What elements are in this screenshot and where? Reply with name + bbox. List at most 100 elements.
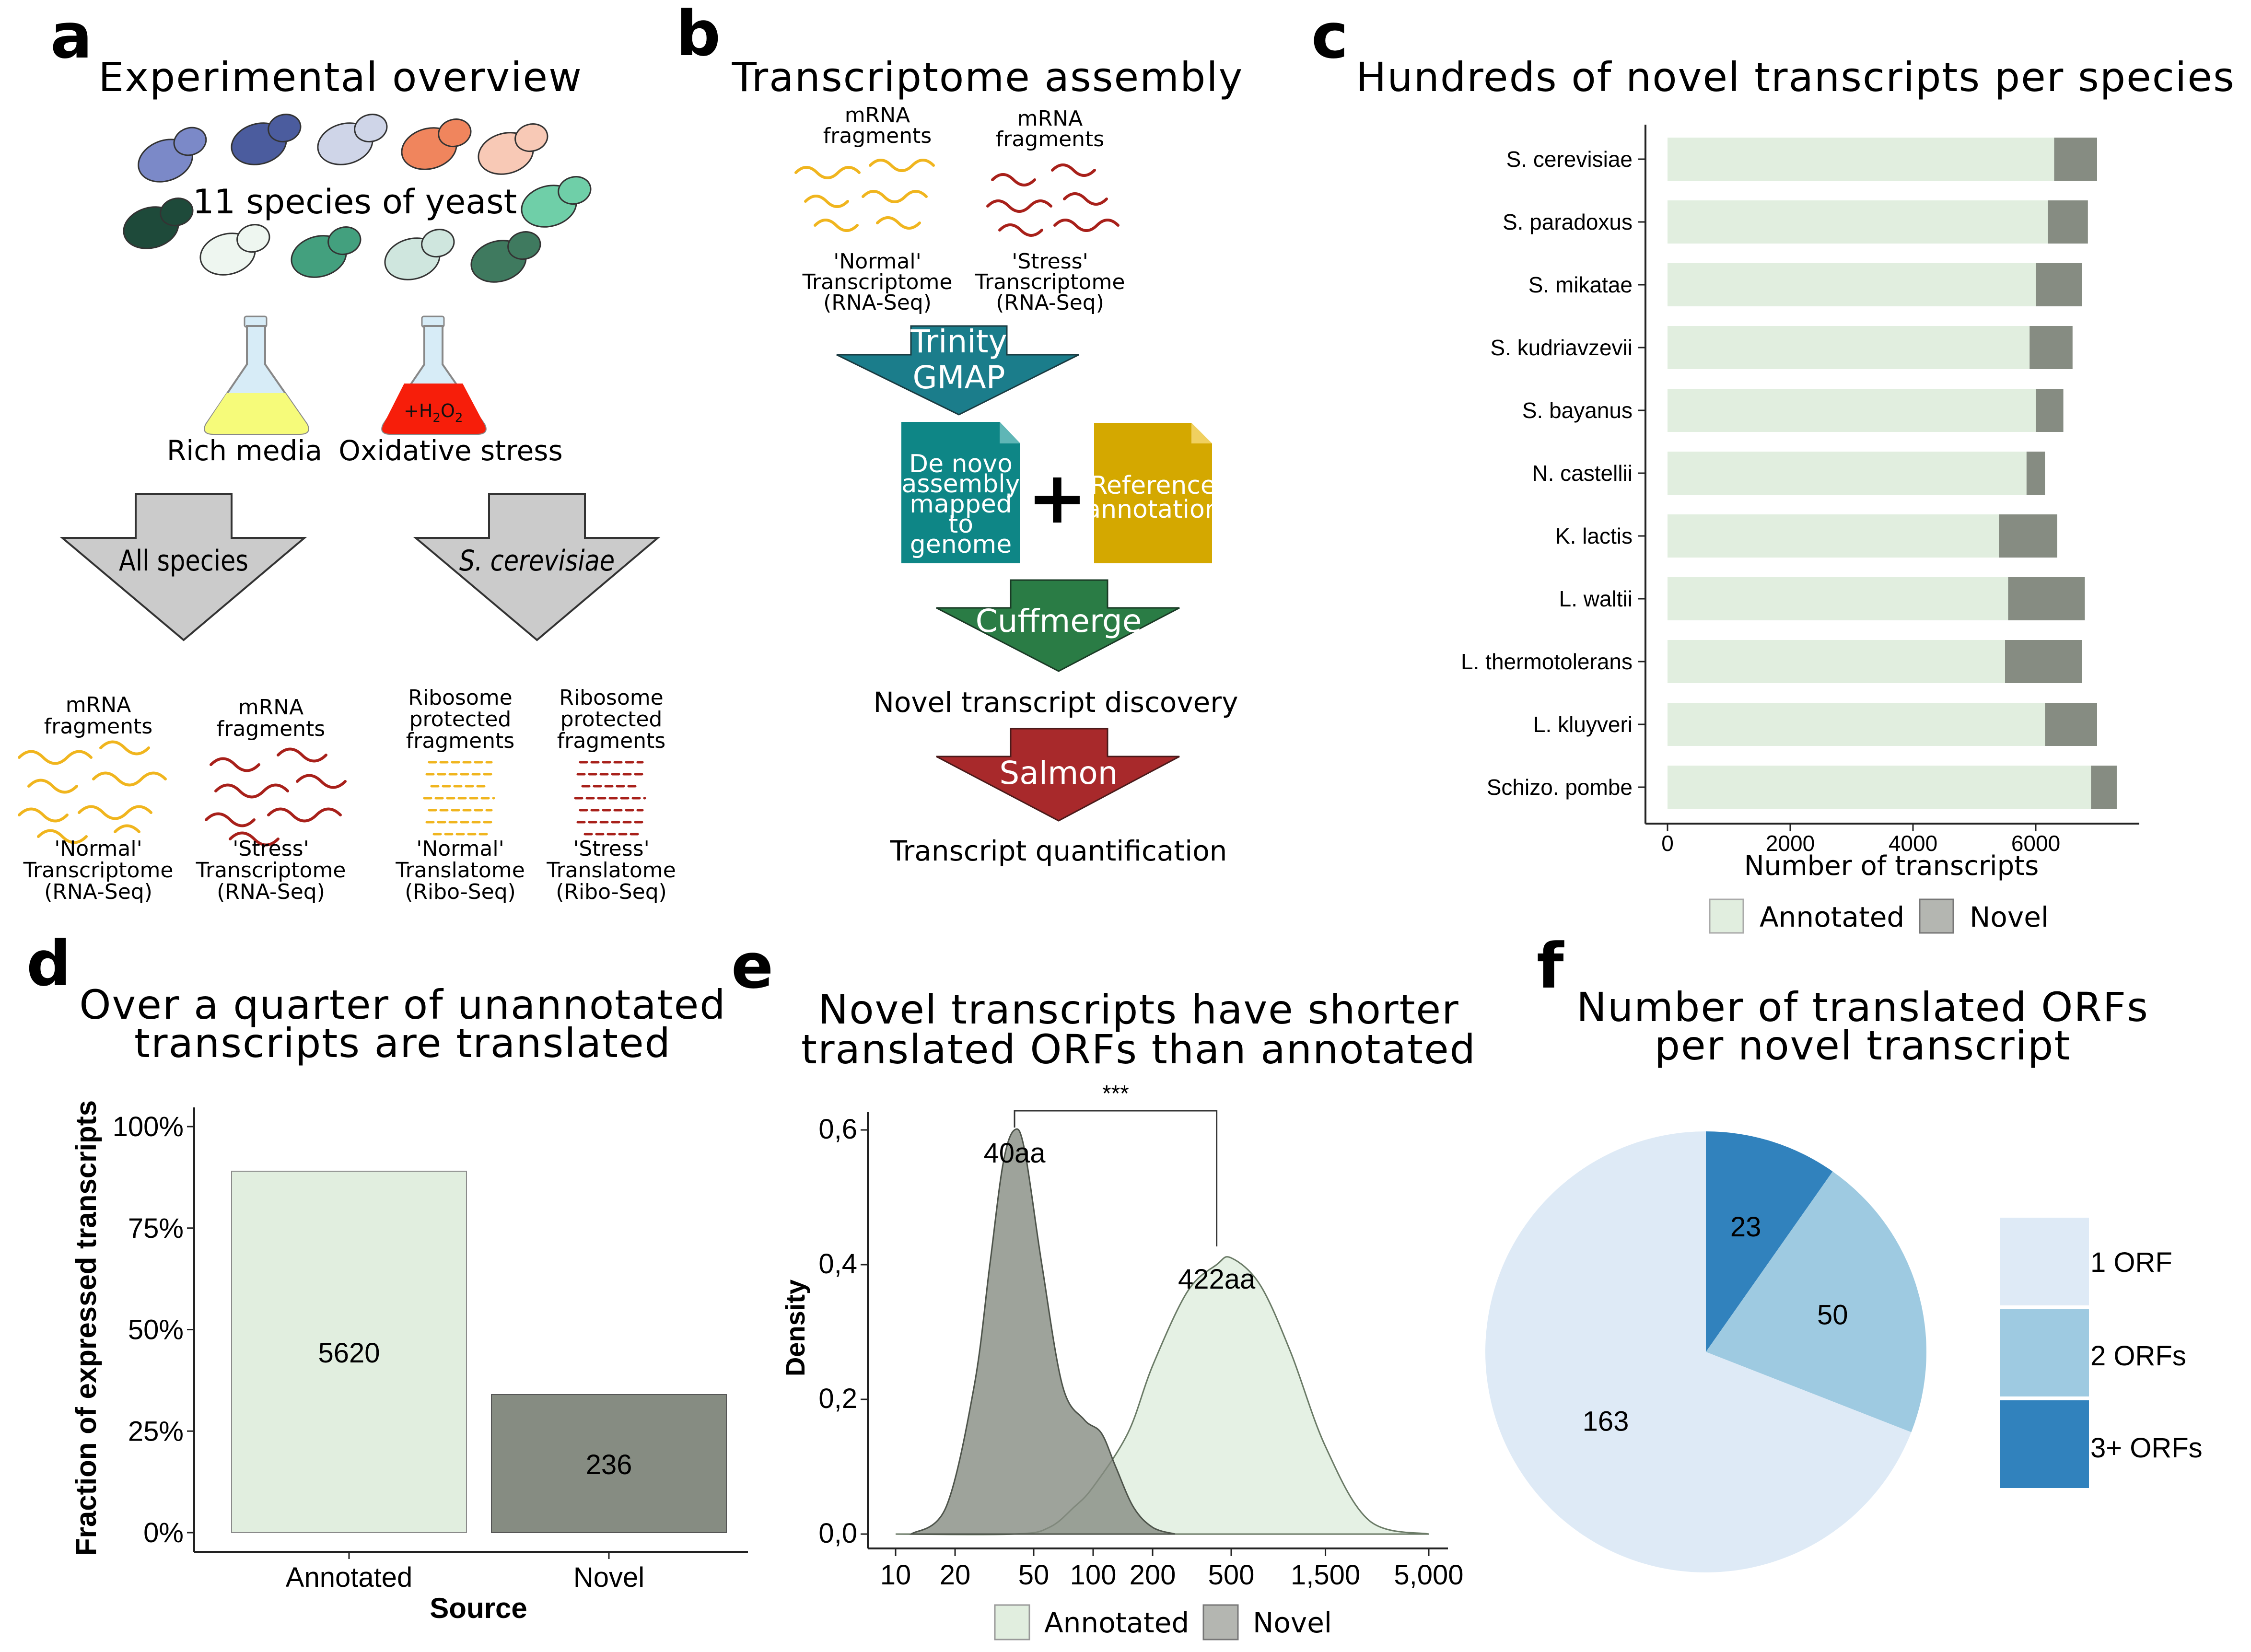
panel-e: e Novel transcripts have shorter transla… bbox=[731, 930, 1476, 1640]
group-normal-transcriptome: mRNA fragments 'Normal' Transcriptome (R… bbox=[18, 693, 173, 904]
x-tick-label: 20 bbox=[940, 1559, 971, 1591]
panel-e-legend: Annotated Novel bbox=[994, 1604, 1332, 1640]
x-tick-label: Annotated bbox=[286, 1562, 412, 1593]
panel-d-title-l1: Over a quarter of unannotated bbox=[79, 981, 726, 1028]
bar-novel bbox=[2036, 389, 2064, 432]
arrow-all-species-label: All species bbox=[119, 544, 248, 578]
group-stress-translatome: Ribosome protected fragments 'Stress' Tr… bbox=[546, 686, 676, 904]
bar-annotated bbox=[1668, 452, 2027, 495]
g3-l0: Ribosome bbox=[408, 686, 512, 710]
bar-value-label: 5620 bbox=[318, 1338, 380, 1369]
g2-l5: (RNA-Seq) bbox=[217, 880, 325, 904]
x-tick-label: 10 bbox=[880, 1559, 911, 1591]
panel-letter-d: d bbox=[26, 927, 71, 1000]
h2o2-h: +H bbox=[404, 400, 432, 421]
panel-e-title-l1: Novel transcripts have shorter bbox=[818, 986, 1459, 1033]
reference-annotation-document-icon: Reference annotation bbox=[1085, 423, 1221, 563]
panel-e-title-l2: translated ORFs than annotated bbox=[801, 1026, 1476, 1073]
bar-novel bbox=[2026, 452, 2045, 495]
panel-d: d Over a quarter of unannotated transcri… bbox=[26, 927, 748, 1624]
g3-l2: fragments bbox=[406, 729, 514, 753]
g1-l2: fragments bbox=[44, 714, 152, 739]
legend-annotated-label: Annotated bbox=[1760, 901, 1904, 933]
novel-peak-label: 40aa bbox=[984, 1138, 1046, 1169]
de-novo-assembly-document-icon: De novo assembly mapped to genome bbox=[901, 422, 1020, 563]
b-g2-l1: mRNA bbox=[1017, 106, 1083, 131]
g2-l2: fragments bbox=[217, 717, 325, 741]
bar-novel bbox=[2045, 703, 2097, 746]
pie-slice bbox=[1706, 1171, 1926, 1432]
bar-annotated bbox=[231, 1171, 467, 1533]
yeast-cells-icon bbox=[123, 114, 592, 283]
panel-d-bars: 5620 236 bbox=[231, 1171, 727, 1534]
g3-l3: 'Normal' bbox=[416, 837, 504, 861]
bar-novel bbox=[2008, 577, 2085, 620]
red-fragments-icon bbox=[986, 163, 1120, 237]
g3-l4: Translatome bbox=[395, 858, 525, 883]
red-short-fragments-icon bbox=[574, 761, 646, 836]
pie-slice-label: 50 bbox=[1817, 1299, 1848, 1330]
panel-d-y-ticks: 0% 25% 50% 75% 100% bbox=[113, 1111, 194, 1548]
pie-slice bbox=[1485, 1131, 1912, 1572]
panel-a-title: Experimental overview bbox=[98, 54, 583, 101]
x-tick-label: 1,500 bbox=[1291, 1559, 1360, 1591]
doc1-l2: assembly bbox=[902, 470, 1020, 499]
b-g1-l4: Transcriptome bbox=[802, 270, 953, 294]
g4-l4: Translatome bbox=[546, 858, 676, 883]
b-g2-l5: (RNA-Seq) bbox=[996, 291, 1104, 315]
g4-l1: protected bbox=[560, 707, 663, 732]
x-tick-label: 5,000 bbox=[1394, 1559, 1463, 1591]
g1-l3: 'Normal' bbox=[54, 837, 142, 861]
panel-e-x-ticks: 10 20 50 100 200 500 1,500 5,000 bbox=[880, 1548, 1464, 1591]
transcript-quantification-label: Transcript quantification bbox=[890, 835, 1227, 867]
b-g2-l4: Transcriptome bbox=[975, 270, 1125, 294]
g3-l1: protected bbox=[409, 707, 512, 732]
panel-c: c Hundreds of novel transcripts per spec… bbox=[1311, 0, 2235, 934]
pie-slice-label: 23 bbox=[1730, 1211, 1761, 1243]
g4-l5: (Ribo-Seq) bbox=[556, 880, 667, 904]
bar-value-label: 236 bbox=[586, 1449, 632, 1480]
legend-novel-swatch bbox=[1919, 898, 1954, 934]
panel-c-title: Hundreds of novel transcripts per specie… bbox=[1356, 54, 2235, 101]
legend-novel-swatch bbox=[1202, 1604, 1239, 1640]
category-label: K. lactis bbox=[1555, 524, 1633, 548]
panel-f-title-l2: per novel transcript bbox=[1655, 1022, 2071, 1069]
y-tick-label: 100% bbox=[113, 1111, 184, 1142]
bar-annotated bbox=[1668, 640, 2005, 683]
bar-novel bbox=[491, 1394, 727, 1534]
legend-annotated-label: Annotated bbox=[1044, 1606, 1189, 1639]
novel-transcript-discovery-label: Novel transcript discovery bbox=[873, 686, 1238, 719]
bar-novel bbox=[2036, 263, 2082, 306]
panel-c-xlabel: Number of transcripts bbox=[1744, 850, 2039, 882]
bar-annotated bbox=[1668, 138, 2054, 181]
y-tick-label: 0,4 bbox=[818, 1248, 857, 1280]
panel-letter-b: b bbox=[676, 0, 721, 70]
panel-e-y-ticks: 0,0 0,2 0,4 0,6 bbox=[818, 1114, 868, 1549]
x-tick-label: 500 bbox=[1208, 1559, 1255, 1591]
panel-c-category-labels: S. cerevisiae S. paradoxus S. mikatae S. ku… bbox=[1461, 147, 1645, 800]
legend-1orf-label: 1 ORF bbox=[2090, 1247, 2172, 1278]
panel-letter-f: f bbox=[1537, 930, 1564, 1002]
yellow-short-fragments-icon bbox=[423, 761, 495, 836]
panel-c-bars bbox=[1668, 138, 2117, 809]
arrow-s-cerevisiae-label: S. cerevisiae bbox=[459, 544, 615, 578]
panel-d-xlabel: Source bbox=[430, 1592, 527, 1624]
significance-stars: *** bbox=[1102, 1081, 1129, 1106]
b-g1-l5: (RNA-Seq) bbox=[823, 291, 932, 315]
oxidative-stress-label: Oxidative stress bbox=[338, 434, 562, 467]
legend-novel-label: Novel bbox=[1253, 1606, 1332, 1639]
rich-media-label: Rich media bbox=[167, 434, 322, 467]
g3-l5: (Ribo-Seq) bbox=[405, 880, 516, 904]
density-novel-area bbox=[909, 1128, 1176, 1535]
plus-sign: + bbox=[1027, 456, 1087, 540]
arrow-s-cerevisiae bbox=[413, 493, 661, 641]
group-stress-transcriptome: mRNA fragments 'Stress' Transcriptome (R… bbox=[196, 695, 347, 904]
category-label: L. kluyveri bbox=[1533, 712, 1633, 737]
bar-novel bbox=[2048, 200, 2088, 244]
panel-f-legend: 1 ORF 2 ORFs 3+ ORFs bbox=[2000, 1218, 2203, 1488]
panel-f: f Number of translated ORFs per novel tr… bbox=[1485, 930, 2203, 1572]
panel-c-legend: Annotated Novel bbox=[1709, 898, 2049, 934]
x-tick-label: 4000 bbox=[1889, 831, 1937, 856]
bar-novel bbox=[2029, 326, 2073, 369]
